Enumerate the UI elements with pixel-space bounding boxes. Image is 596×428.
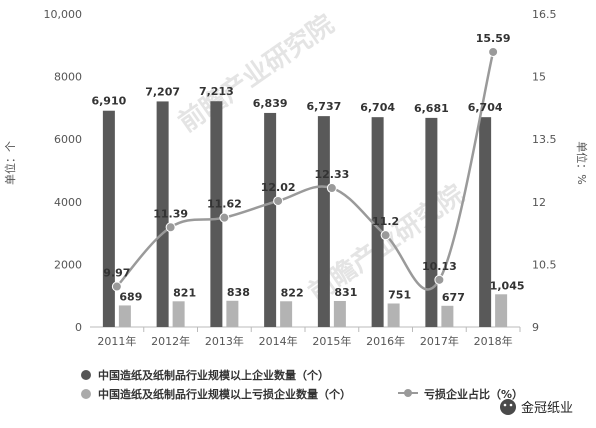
ratio-point xyxy=(111,281,122,292)
bar-total xyxy=(156,101,169,327)
data-label-loss: 831 xyxy=(334,286,357,299)
bar-loss xyxy=(495,294,508,327)
legend-label-ratio: 亏损企业占比（%） xyxy=(424,387,523,401)
y-left-axis-title: 单位：个 xyxy=(3,141,17,185)
bar-loss xyxy=(226,300,239,327)
ratio-point xyxy=(488,46,499,57)
y-right-tick-label: 12 xyxy=(532,196,546,209)
bar-loss xyxy=(441,305,454,327)
data-label-total: 6,704 xyxy=(360,101,395,114)
data-label-total: 6,839 xyxy=(253,97,288,110)
legend-label-loss: 中国造纸及纸制品行业规模以上亏损企业数量（个） xyxy=(98,387,351,401)
line-layer xyxy=(111,46,499,292)
x-tick-label: 2016年 xyxy=(366,334,405,348)
bar-loss xyxy=(387,303,400,327)
y-right-tick-label: 16.5 xyxy=(532,8,557,21)
ratio-point xyxy=(326,183,337,194)
bar-total xyxy=(102,110,115,327)
ratio-point xyxy=(273,195,284,206)
bar-total xyxy=(210,101,223,328)
data-label-total: 6,910 xyxy=(91,95,126,108)
x-tick-label: 2018年 xyxy=(474,334,513,348)
data-label-loss: 822 xyxy=(281,286,304,299)
data-label-loss: 677 xyxy=(442,291,465,304)
data-label-ratio: 10.13 xyxy=(422,260,457,273)
x-tick-label: 2015年 xyxy=(312,334,351,348)
y-left-tick-label: 0 xyxy=(75,321,82,334)
y-left-tick-label: 2000 xyxy=(54,258,82,271)
bar-total xyxy=(264,112,277,327)
source-label: 金冠纸业 xyxy=(521,400,573,416)
bar-loss xyxy=(280,301,293,327)
bars-layer xyxy=(102,101,508,328)
legend: 中国造纸及纸制品行业规模以上企业数量（个） 中国造纸及纸制品行业规模以上亏损企业… xyxy=(81,368,523,401)
data-label-loss: 821 xyxy=(173,286,196,299)
watermark-text: 前瞻产业研究院 xyxy=(173,9,340,139)
bar-total xyxy=(479,117,492,328)
y-right-axis-title: 单位：% xyxy=(575,141,589,184)
x-tick-label: 2017年 xyxy=(420,334,459,348)
ratio-point xyxy=(380,230,391,241)
bar-loss xyxy=(172,301,185,327)
bar-total xyxy=(317,116,330,327)
y-right-tick-label: 9 xyxy=(532,321,539,334)
data-label-ratio: 11.39 xyxy=(153,207,188,220)
y-right-tick-label: 15 xyxy=(532,71,546,84)
bar-total xyxy=(371,117,384,328)
x-tick-label: 2014年 xyxy=(259,334,298,348)
data-label-loss: 1,045 xyxy=(490,279,525,292)
x-tick-label: 2013年 xyxy=(205,334,244,348)
data-label-total: 7,207 xyxy=(145,85,180,98)
data-label-ratio: 11.62 xyxy=(207,198,242,211)
data-label-ratio: 9.97 xyxy=(103,267,130,280)
wechat-icon xyxy=(500,399,516,415)
data-label-total: 6,704 xyxy=(468,101,503,114)
y-right-tick-label: 10.5 xyxy=(532,258,557,271)
data-label-ratio: 12.02 xyxy=(261,181,296,194)
bar-total xyxy=(425,117,438,327)
bar-loss xyxy=(333,300,346,327)
y-left-tick-label: 4000 xyxy=(54,196,82,209)
x-tick-label: 2012年 xyxy=(151,334,190,348)
data-labels-layer: 6,910 689 7,207 821 7,213 838 6,839 822 6,737 831… xyxy=(91,32,524,304)
data-label-ratio: 12.33 xyxy=(314,168,349,181)
y-left-tick-label: 8000 xyxy=(54,71,82,84)
wechat-icon-eye-right xyxy=(509,403,513,407)
data-label-total: 6,681 xyxy=(414,102,449,115)
bar-loss xyxy=(118,305,131,327)
data-label-loss: 751 xyxy=(388,288,411,301)
axes: 0 2000 4000 6000 8000 10,000 9 10.5 12 13.5 15 16.5… xyxy=(44,8,557,348)
legend-label-total: 中国造纸及纸制品行业规模以上企业数量（个） xyxy=(98,368,329,382)
y-left-tick-label: 10,000 xyxy=(44,8,83,21)
y-left-tick-label: 6000 xyxy=(54,133,82,146)
data-label-ratio: 11.2 xyxy=(372,215,399,228)
legend-marker-ratio xyxy=(404,389,412,397)
data-label-loss: 689 xyxy=(119,290,142,303)
legend-marker-loss xyxy=(81,389,91,399)
y-right-tick-label: 13.5 xyxy=(532,133,557,146)
ratio-point xyxy=(165,222,176,233)
x-tick-label: 2011年 xyxy=(97,334,136,348)
data-label-total: 7,213 xyxy=(199,85,234,98)
legend-marker-total xyxy=(81,370,91,380)
source-badge: 金冠纸业 xyxy=(500,399,573,416)
ratio-point xyxy=(434,274,445,285)
data-label-ratio: 15.59 xyxy=(476,32,511,45)
wechat-icon-eye-left xyxy=(503,403,507,407)
ratio-point xyxy=(219,212,230,223)
data-label-loss: 838 xyxy=(227,286,250,299)
data-label-total: 6,737 xyxy=(306,100,341,113)
